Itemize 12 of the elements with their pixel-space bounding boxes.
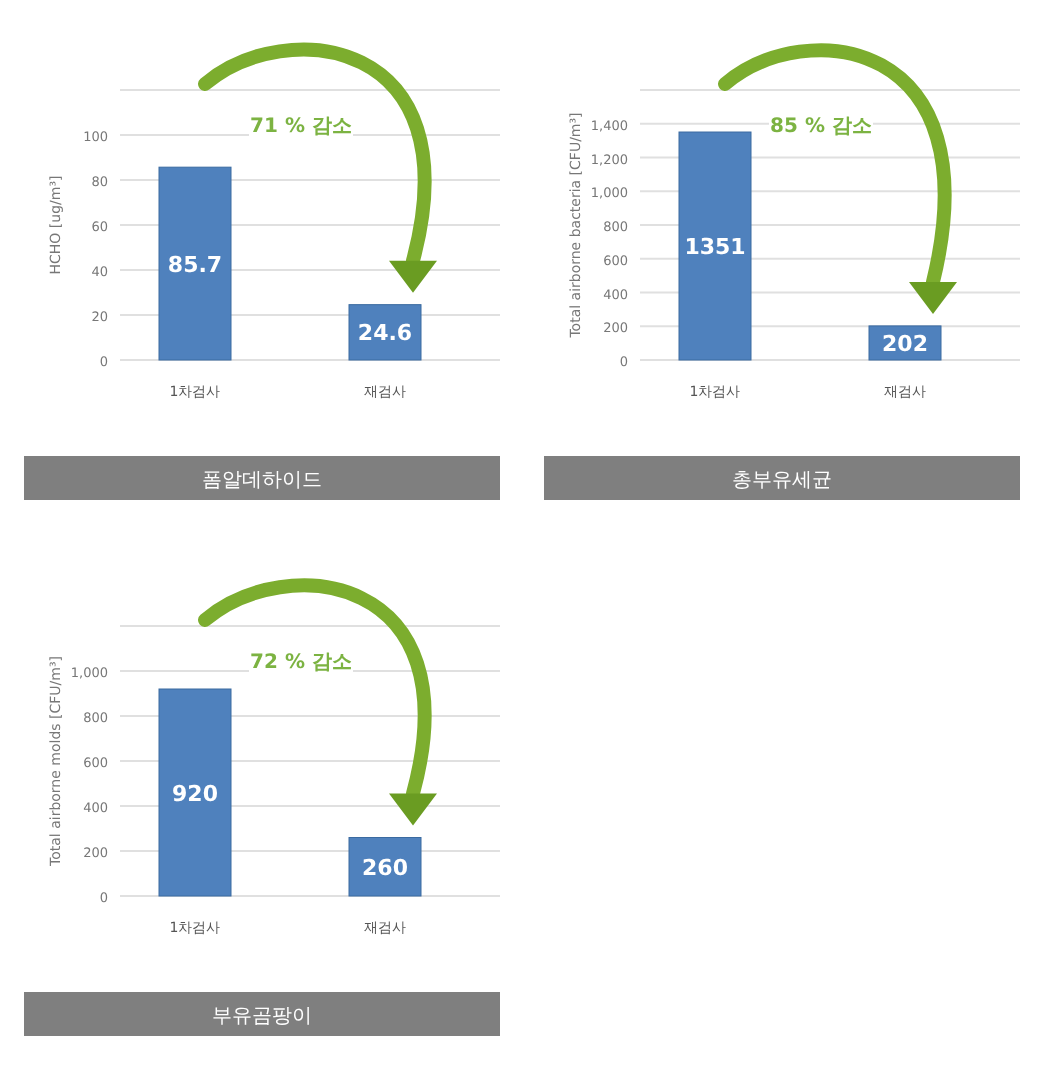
data-label: 260 [362,854,409,881]
data-label: 202 [882,330,928,357]
text: 총부유세균 [732,470,832,492]
data-label: 85.7 [167,251,223,278]
data-label: 1351 [684,234,746,261]
annotation: 72 % 감소 [250,652,352,674]
data-label: 920 [172,780,219,807]
text: 폼알데하이드 [202,470,322,492]
annotation: 85 % 감소 [770,116,872,138]
text: 부유곰팡이 [212,1006,312,1028]
annotation: 71 % 감소 [250,116,352,138]
data-label: 24.6 [357,320,413,347]
